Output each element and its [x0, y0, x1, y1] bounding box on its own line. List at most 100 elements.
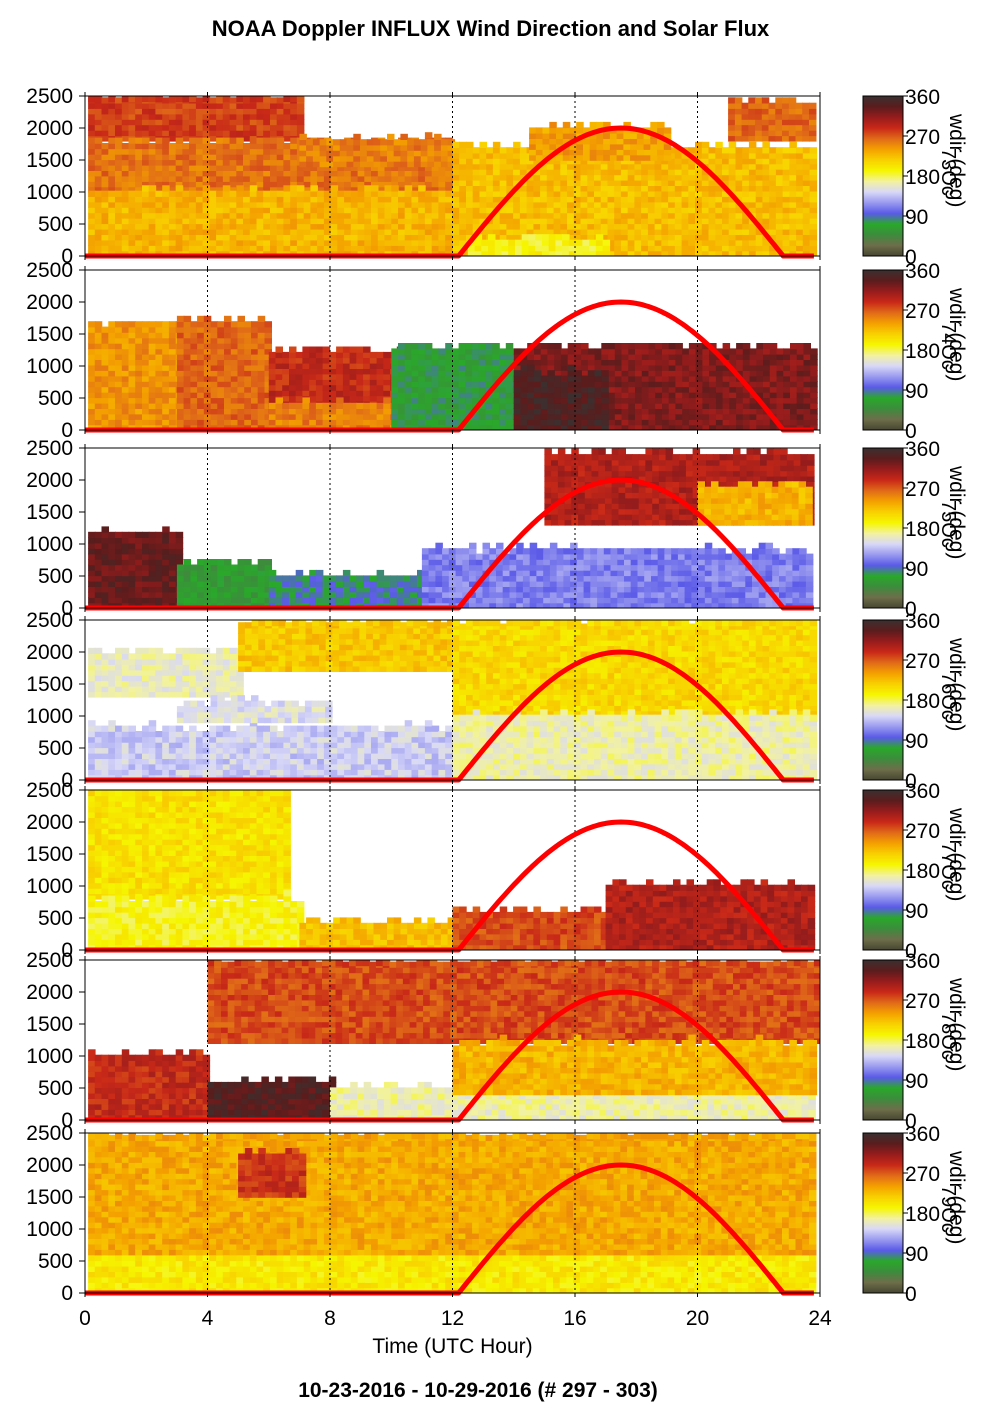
heatmap-cell	[363, 368, 371, 375]
heatmap-cell	[315, 424, 324, 430]
heatmap-cell	[796, 163, 804, 170]
heatmap-cell	[357, 250, 366, 256]
heatmap-cell	[115, 321, 123, 328]
heatmap-cell	[148, 332, 157, 339]
heatmap-cell	[398, 190, 406, 197]
heatmap-cell	[452, 147, 460, 154]
heatmap-cell	[162, 143, 170, 150]
heatmap-cell	[528, 239, 536, 246]
heatmap-cell	[128, 196, 136, 203]
heatmap-cell	[528, 234, 536, 241]
heatmap-cell	[783, 370, 791, 377]
heatmap-cell	[121, 102, 130, 109]
heatmap-cell	[182, 148, 190, 155]
heatmap-cell	[283, 234, 291, 241]
heatmap-cell	[243, 119, 251, 126]
heatmap-cell	[142, 153, 150, 161]
heatmap-cell	[282, 390, 290, 397]
heatmap-cell	[257, 419, 266, 426]
heatmap-cell	[270, 181, 278, 188]
solar-flux-curve	[85, 125, 814, 259]
heatmap-cell	[175, 108, 184, 115]
heatmap-cell	[222, 207, 231, 214]
heatmap-cell	[249, 201, 258, 208]
heatmap-cell	[115, 413, 123, 420]
heatmap-cell	[634, 174, 642, 181]
heatmap-cell	[202, 148, 211, 155]
heatmap-cell	[268, 362, 277, 369]
heatmap-cell	[256, 108, 264, 115]
heatmap-cell	[222, 228, 231, 235]
heatmap-cell	[244, 321, 252, 328]
heatmap-cell	[668, 364, 677, 371]
heatmap-cell	[715, 348, 724, 355]
heatmap-cell	[675, 370, 683, 377]
heatmap-cell	[243, 217, 251, 225]
heatmap-cell	[688, 364, 697, 371]
heatmap-cell	[434, 161, 442, 168]
heatmap-cell	[168, 129, 177, 137]
heatmap-cell	[682, 424, 690, 430]
heatmap-cell	[782, 201, 791, 208]
heatmap-cell	[344, 181, 352, 188]
heatmap-cell	[553, 196, 562, 203]
heatmap-cell	[339, 150, 348, 157]
heatmap-cell	[310, 181, 318, 188]
heatmap-cell	[290, 201, 298, 208]
heatmap-cell	[486, 158, 494, 165]
heatmap-cell	[661, 163, 669, 170]
heatmap-cell	[769, 152, 777, 159]
heatmap-cell	[175, 239, 184, 246]
heatmap-cell	[155, 332, 163, 339]
heatmap-cell	[377, 175, 386, 182]
heatmap-cell	[142, 102, 150, 109]
heatmap-cell	[742, 250, 750, 256]
heatmap-cell	[108, 186, 116, 193]
heatmap-cell	[728, 228, 737, 235]
heatmap-cell	[540, 185, 548, 192]
heatmap-cell	[608, 348, 616, 355]
heatmap-cell	[472, 348, 480, 355]
heatmap-cell	[775, 207, 784, 214]
heatmap-cell	[546, 196, 555, 203]
heatmap-cell	[336, 346, 344, 353]
heatmap-cell	[411, 175, 419, 182]
heatmap-cell	[789, 245, 797, 252]
heatmap-cell	[595, 239, 604, 246]
heatmap-cell	[485, 353, 494, 360]
heatmap-cell	[682, 370, 690, 377]
heatmap-cell	[715, 397, 724, 404]
heatmap-cell	[601, 343, 609, 350]
heatmap-cell	[668, 348, 677, 355]
heatmap-cell	[182, 228, 190, 235]
heatmap-cell	[88, 129, 96, 137]
heatmap-cell	[499, 185, 508, 192]
heatmap-cell	[224, 375, 232, 382]
heatmap-cell	[189, 234, 197, 241]
heatmap-cell	[790, 359, 798, 366]
heatmap-cell	[283, 175, 291, 182]
heatmap-cell	[224, 424, 232, 430]
heatmap-cell	[162, 137, 170, 144]
heatmap-cell	[391, 348, 399, 355]
heatmap-cell	[270, 175, 278, 182]
heatmap-cell	[623, 143, 631, 150]
heatmap-cell	[101, 119, 109, 126]
heatmap-cell	[662, 408, 670, 415]
heatmap-cell	[183, 343, 192, 350]
heatmap-cell	[535, 250, 543, 256]
heatmap-cell	[236, 181, 244, 188]
heatmap-cell	[728, 163, 737, 170]
heatmap-cell	[270, 129, 278, 137]
heatmap-cell	[438, 370, 446, 377]
heatmap-cell	[506, 179, 514, 186]
heatmap-cell	[623, 132, 631, 139]
heatmap-cell	[796, 386, 805, 393]
heatmap-cell	[202, 239, 211, 246]
heatmap-cell	[229, 119, 238, 126]
heatmap-cell	[142, 381, 150, 388]
heatmap-cell	[398, 212, 406, 219]
heatmap-cell	[391, 397, 399, 404]
heatmap-cell	[715, 381, 724, 388]
heatmap-cell	[695, 169, 703, 176]
